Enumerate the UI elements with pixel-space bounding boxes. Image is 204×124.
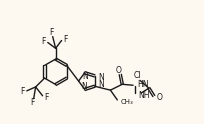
Text: N: N [81, 82, 87, 91]
Text: F: F [63, 35, 68, 44]
Text: Cl: Cl [133, 71, 141, 80]
Text: CH₃: CH₃ [120, 99, 133, 105]
Text: F: F [44, 93, 49, 102]
Text: F: F [21, 87, 25, 96]
Text: O: O [115, 66, 121, 75]
Text: NH: NH [138, 91, 150, 100]
Text: N: N [99, 80, 104, 89]
Text: O: O [157, 93, 163, 102]
Text: N: N [82, 72, 88, 81]
Text: N: N [99, 73, 104, 82]
Text: F: F [50, 28, 54, 37]
Text: HN: HN [137, 80, 149, 89]
Text: F: F [31, 98, 35, 107]
Text: F: F [42, 37, 46, 46]
